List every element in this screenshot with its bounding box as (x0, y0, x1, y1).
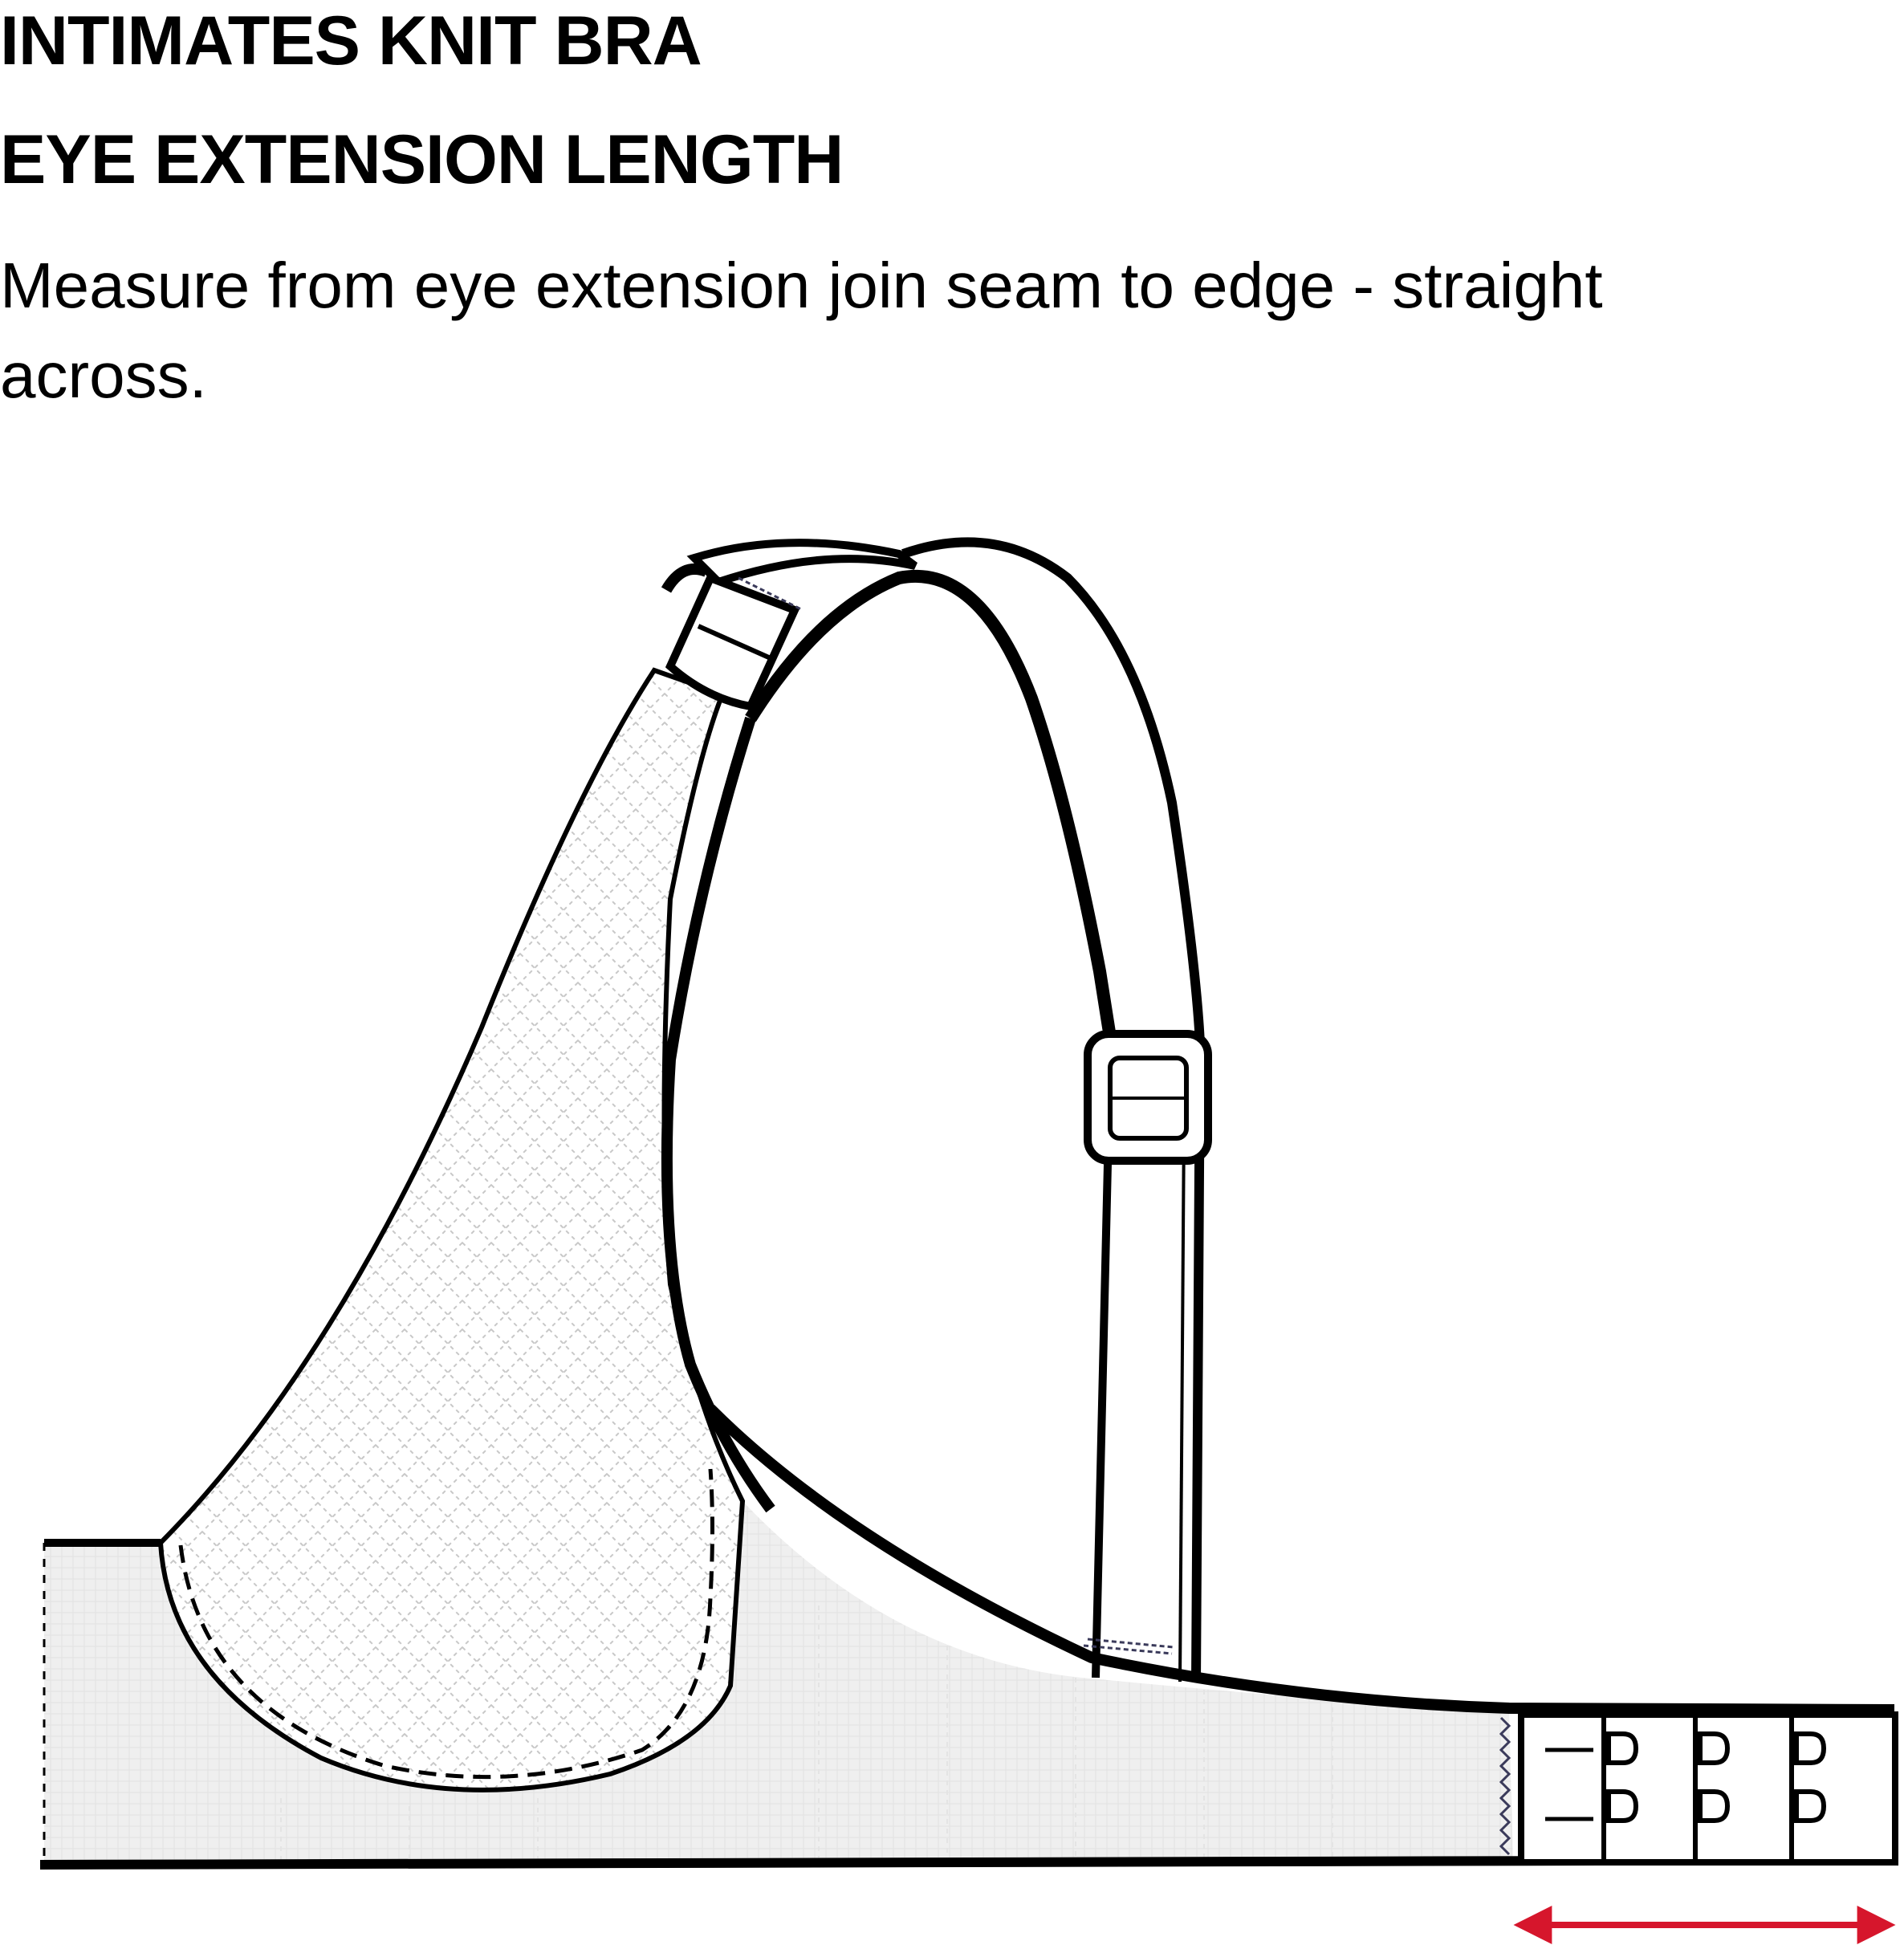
page-title: INTIMATES KNIT BRA (0, 2, 702, 79)
eye-extension (1518, 1711, 1898, 1866)
band-texture (280, 1605, 1333, 1862)
strap-slider-icon (1084, 1030, 1212, 1165)
strap-top (686, 539, 917, 587)
strap-rear-line (1178, 1123, 1186, 1683)
neckline-outline (745, 569, 1118, 1049)
seam-stitches (738, 576, 1174, 1655)
band-body (44, 1501, 1513, 1865)
page-subtitle: EYE EXTENSION LENGTH (0, 121, 844, 198)
hook-icon (1545, 1748, 1593, 1821)
cup (157, 667, 746, 1792)
shoulder-strap (901, 537, 1206, 1683)
join-seam (1499, 1716, 1511, 1856)
measurement-instruction: Measure from eye extension join seam to … (0, 250, 1603, 411)
cup-inner-outline (661, 716, 775, 1513)
back-band-edge (706, 1405, 1895, 1715)
underwire-stitch (178, 1468, 714, 1780)
eye-icon (1606, 1731, 1827, 1823)
